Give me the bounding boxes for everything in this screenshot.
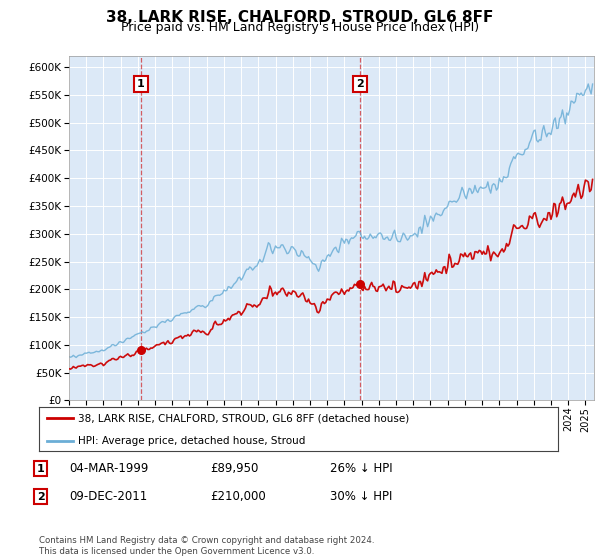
Text: 1: 1 <box>37 464 44 474</box>
Text: Price paid vs. HM Land Registry's House Price Index (HPI): Price paid vs. HM Land Registry's House … <box>121 21 479 34</box>
Text: £89,950: £89,950 <box>210 462 259 475</box>
Text: 30% ↓ HPI: 30% ↓ HPI <box>330 490 392 503</box>
Text: 26% ↓ HPI: 26% ↓ HPI <box>330 462 392 475</box>
Text: Contains HM Land Registry data © Crown copyright and database right 2024.
This d: Contains HM Land Registry data © Crown c… <box>39 536 374 556</box>
Text: 04-MAR-1999: 04-MAR-1999 <box>69 462 148 475</box>
Text: 2: 2 <box>37 492 44 502</box>
Text: £210,000: £210,000 <box>210 490 266 503</box>
Text: 09-DEC-2011: 09-DEC-2011 <box>69 490 147 503</box>
Text: 38, LARK RISE, CHALFORD, STROUD, GL6 8FF: 38, LARK RISE, CHALFORD, STROUD, GL6 8FF <box>106 10 494 25</box>
Text: HPI: Average price, detached house, Stroud: HPI: Average price, detached house, Stro… <box>78 436 305 446</box>
Text: 1: 1 <box>137 79 145 89</box>
Text: 2: 2 <box>356 79 364 89</box>
Text: 38, LARK RISE, CHALFORD, STROUD, GL6 8FF (detached house): 38, LARK RISE, CHALFORD, STROUD, GL6 8FF… <box>78 413 409 423</box>
